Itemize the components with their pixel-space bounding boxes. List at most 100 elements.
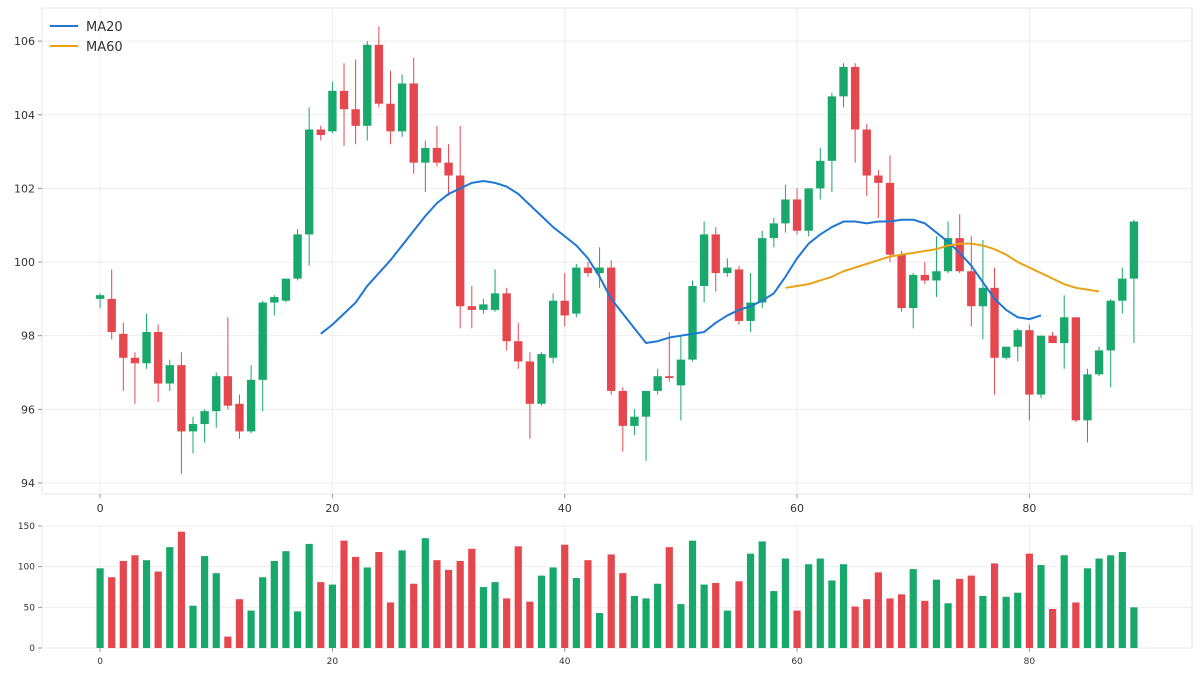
candle	[909, 273, 918, 329]
volume-bar	[1083, 568, 1092, 648]
candle	[699, 221, 709, 303]
candle	[235, 394, 244, 439]
volume-bar	[119, 560, 127, 648]
candle	[1106, 298, 1115, 388]
volume-bar	[259, 577, 267, 648]
volume-bars	[96, 531, 1138, 648]
price-grid	[42, 8, 1192, 494]
candle-body	[630, 416, 639, 426]
volume-bar	[1072, 602, 1080, 648]
candle-body	[258, 302, 267, 380]
volume-bar	[468, 548, 476, 648]
volume-bar	[131, 555, 139, 648]
candle	[781, 184, 790, 233]
candle-body	[792, 199, 802, 231]
candle	[1083, 368, 1092, 443]
volume-bar	[770, 591, 778, 648]
price-x-tick-label: 60	[790, 502, 804, 515]
candle-body	[444, 162, 453, 176]
candle-body	[978, 287, 988, 307]
volume-x-tick-label: 80	[1024, 657, 1036, 667]
price-tick-label: 100	[14, 256, 35, 269]
candle-body	[1048, 335, 1057, 344]
candle-body	[490, 293, 500, 310]
volume-bar	[247, 610, 255, 648]
volume-bar	[595, 613, 604, 648]
volume-bar	[514, 546, 522, 648]
volume-bar	[108, 577, 116, 648]
candle	[827, 92, 837, 193]
candle-body	[816, 160, 825, 189]
volume-bar	[851, 606, 859, 648]
candle	[281, 278, 291, 303]
price-x-tick-label: 20	[325, 502, 339, 515]
volume-bar	[166, 547, 174, 648]
candle	[967, 236, 976, 327]
candle	[1048, 332, 1057, 344]
volume-bar	[1049, 608, 1057, 648]
candle	[270, 295, 279, 316]
candle	[165, 359, 174, 391]
legend: MA20 MA60	[50, 20, 123, 55]
candle-body	[943, 238, 953, 272]
price-x-axis: 0 20 40 60 80	[97, 494, 1036, 515]
volume-bar	[421, 538, 429, 648]
volume-bar	[270, 560, 278, 648]
candle	[583, 262, 593, 277]
volume-bar	[352, 556, 360, 648]
candle	[502, 287, 511, 351]
candle-body	[1118, 278, 1127, 301]
candle	[607, 260, 616, 395]
volume-bar	[479, 587, 488, 648]
volume-bar	[410, 583, 418, 648]
price-tick-label: 104	[14, 109, 35, 122]
volume-bar	[642, 598, 650, 648]
candle-body	[165, 365, 174, 384]
candle-body	[409, 83, 418, 163]
volume-bar	[503, 598, 511, 648]
candle	[920, 262, 930, 285]
candle-body	[723, 267, 732, 274]
candle-body	[223, 376, 233, 406]
candle-body	[1060, 317, 1069, 344]
volume-tick-label: 0	[29, 644, 35, 654]
volume-bar	[735, 581, 743, 648]
candle-body	[188, 424, 198, 432]
candle	[769, 217, 778, 248]
candle	[130, 352, 140, 404]
price-x-tick-label: 80	[1022, 502, 1036, 515]
candle	[548, 293, 558, 364]
candle	[490, 269, 500, 312]
volume-bar	[584, 560, 592, 648]
candle-body	[397, 83, 407, 132]
candle-body	[839, 66, 848, 97]
volume-bar	[619, 573, 627, 648]
candle-body	[142, 332, 151, 364]
candle-body	[548, 300, 558, 358]
volume-bar	[793, 610, 801, 648]
volume-bar	[979, 595, 987, 648]
volume-x-axis: 0 20 40 60 80	[97, 648, 1035, 667]
candle	[990, 267, 999, 395]
volume-bar	[932, 579, 941, 648]
candle	[804, 188, 813, 237]
legend-label-ma60: MA60	[86, 40, 123, 55]
candle	[328, 81, 337, 134]
volume-bar	[189, 605, 197, 648]
candle	[653, 368, 662, 395]
candle-body	[1001, 346, 1011, 358]
volume-bar	[154, 571, 162, 648]
candle-body	[235, 403, 244, 432]
price-tick-label: 102	[14, 182, 35, 195]
candle-body	[990, 287, 999, 358]
volume-bar	[990, 563, 999, 648]
volume-tick-label: 100	[18, 563, 35, 573]
candle	[374, 26, 384, 108]
volume-bar	[398, 550, 406, 648]
candle-body	[1071, 317, 1081, 421]
ma60-line	[785, 242, 1100, 293]
candle-body	[955, 238, 964, 272]
candle-body	[525, 361, 535, 404]
volume-bar	[212, 573, 220, 648]
volume-tick-label: 50	[24, 603, 36, 613]
